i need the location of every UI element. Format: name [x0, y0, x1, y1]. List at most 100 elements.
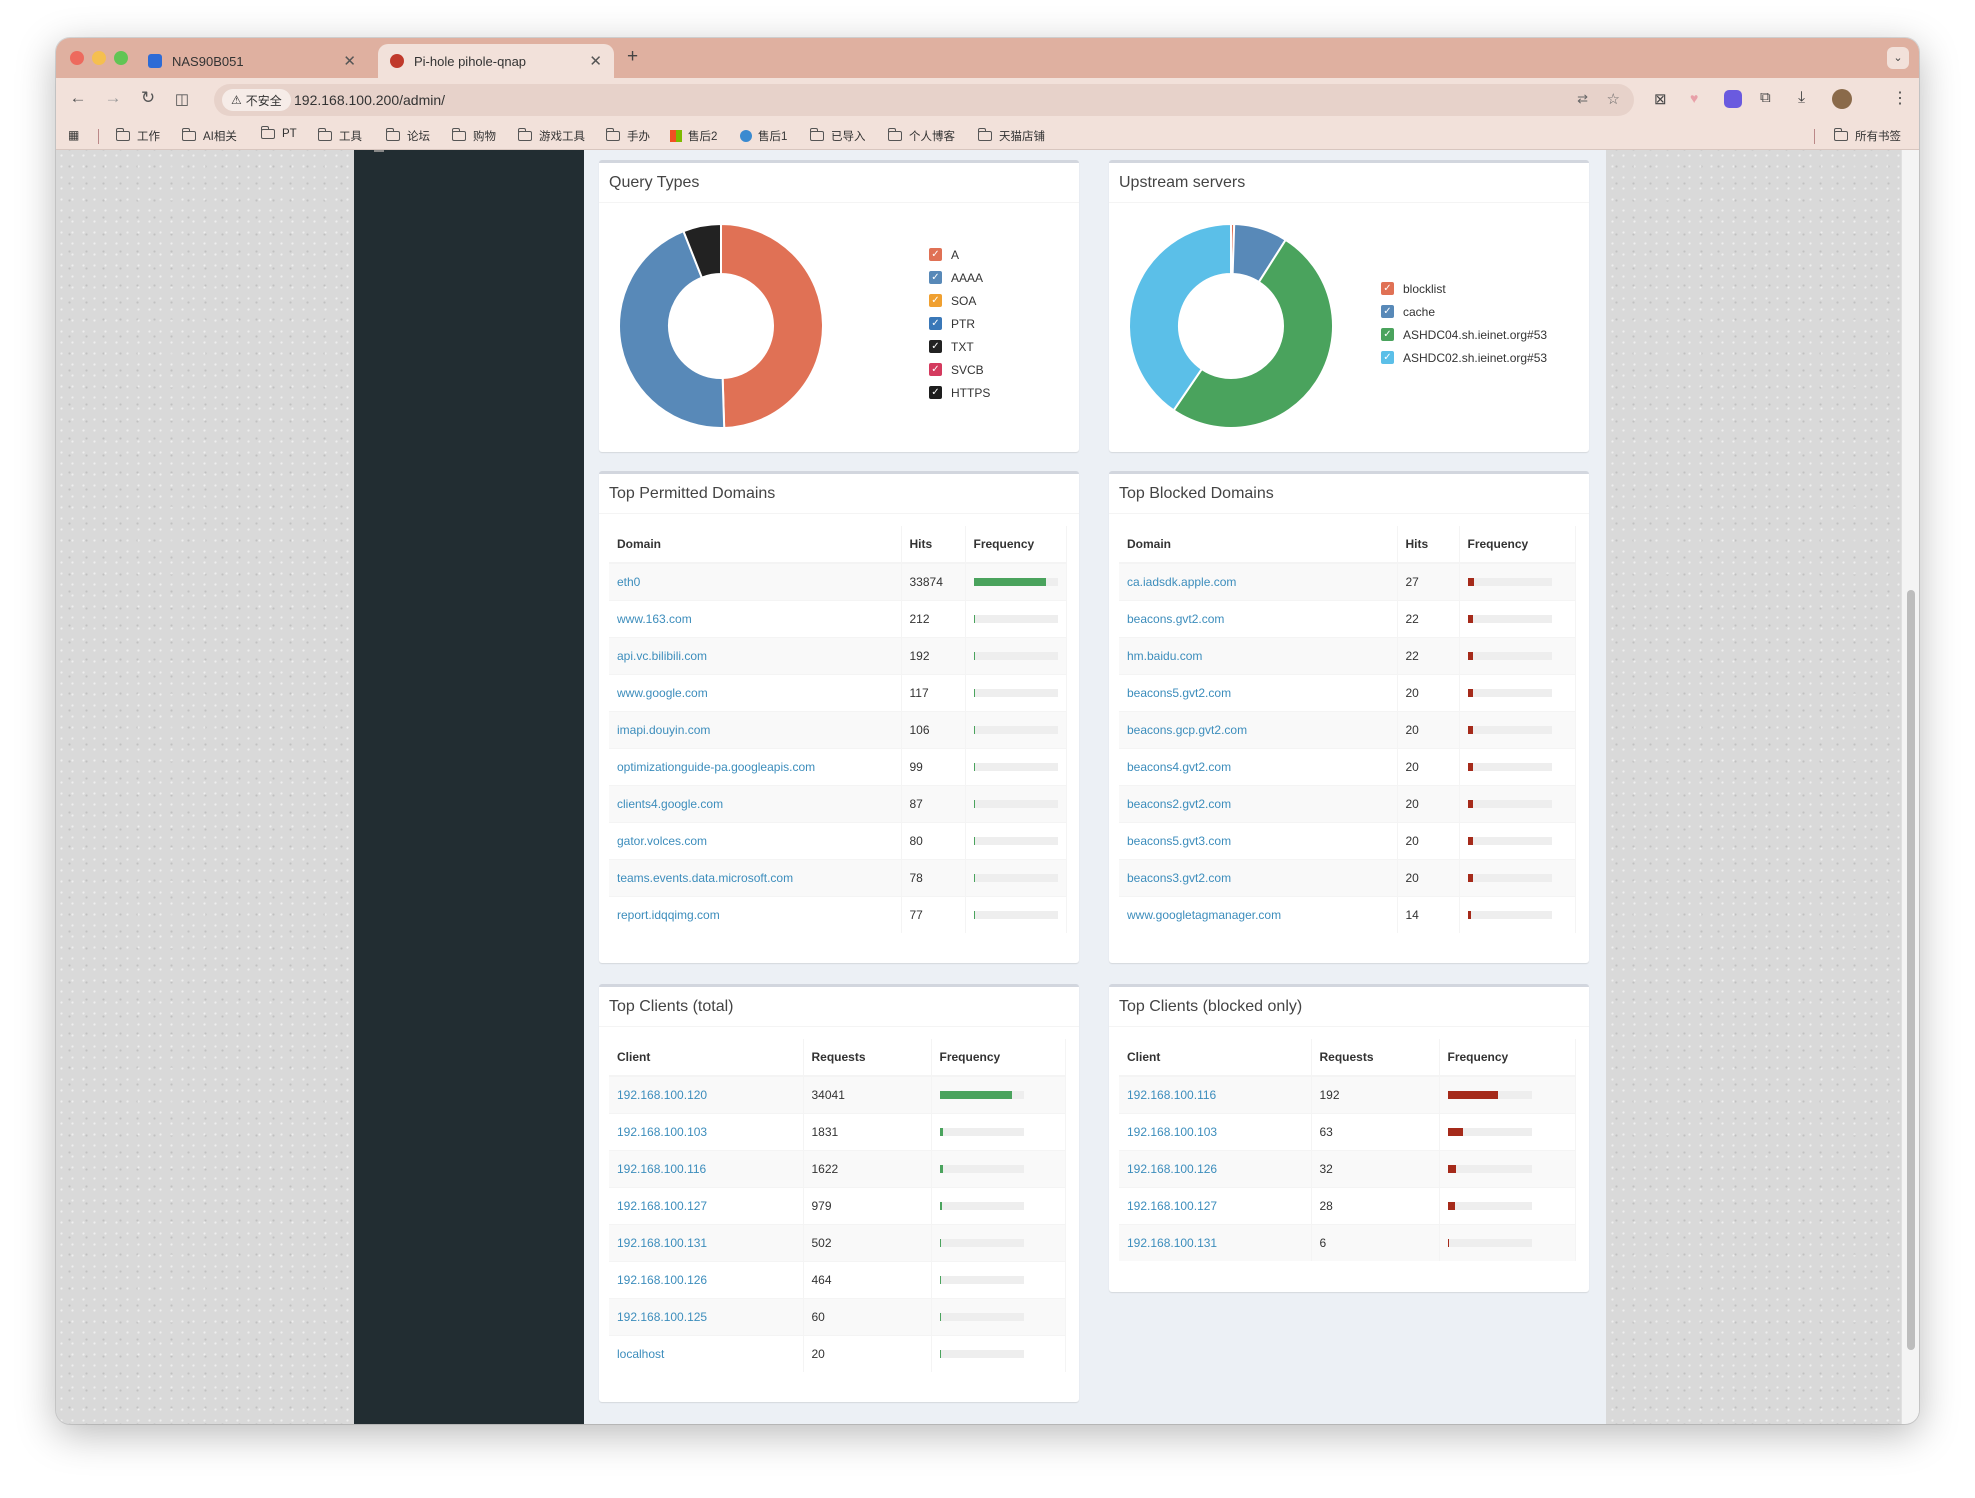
url-text[interactable]: 192.168.100.200/admin/: [294, 92, 446, 108]
checkbox-icon[interactable]: ✓: [1381, 282, 1394, 295]
entry-link[interactable]: www.google.com: [617, 685, 708, 700]
profile-avatar[interactable]: [1832, 89, 1852, 109]
forward-icon[interactable]: →: [104, 88, 122, 107]
entry-link[interactable]: beacons.gvt2.com: [1127, 611, 1225, 626]
entry-link[interactable]: beacons3.gvt2.com: [1127, 870, 1232, 885]
entry-link[interactable]: ca.iadsdk.apple.com: [1127, 574, 1237, 589]
entry-link[interactable]: beacons.gcp.gvt2.com: [1127, 722, 1248, 737]
bookmark-folder[interactable]: 手办: [606, 128, 650, 144]
checkbox-icon[interactable]: ✓: [929, 248, 942, 261]
apps-grid-icon[interactable]: ▦: [68, 128, 80, 142]
extension-icon[interactable]: ♥: [1690, 90, 1699, 106]
bookmark-link[interactable]: 售后2: [670, 128, 717, 144]
checkbox-icon[interactable]: ✓: [929, 386, 942, 399]
entry-link[interactable]: 192.168.100.126: [1127, 1161, 1218, 1176]
donut-slice-a[interactable]: [720, 222, 824, 429]
back-icon[interactable]: ←: [69, 88, 87, 107]
column-header[interactable]: Client: [1119, 1039, 1312, 1077]
column-header[interactable]: Hits: [1397, 526, 1460, 564]
donut-slice-https[interactable]: [682, 222, 722, 279]
close-window-button[interactable]: [70, 51, 84, 65]
entry-link[interactable]: clients4.google.com: [617, 796, 724, 811]
entry-link[interactable]: optimizationguide-pa.googleapis.com: [617, 759, 816, 774]
entry-link[interactable]: 192.168.100.103: [1127, 1124, 1218, 1139]
entry-link[interactable]: report.idqqimg.com: [617, 907, 720, 922]
entry-link[interactable]: www.163.com: [617, 611, 692, 626]
entry-link[interactable]: 192.168.100.127: [617, 1198, 708, 1213]
tab-nas[interactable]: NAS90B051 ✕: [136, 44, 368, 78]
entry-link[interactable]: 192.168.100.116: [1127, 1087, 1217, 1102]
legend-item[interactable]: ✓ A: [929, 243, 990, 266]
column-header[interactable]: Frequency: [965, 526, 1067, 564]
checkbox-icon[interactable]: ✓: [1381, 305, 1394, 318]
donut-slice-ashdc02-sh-ieinet-org-53[interactable]: [1128, 222, 1232, 412]
entry-link[interactable]: eth0: [617, 574, 641, 589]
legend-item[interactable]: ✓ AAAA: [929, 266, 990, 289]
extension-app-icon[interactable]: [1724, 90, 1742, 108]
checkbox-icon[interactable]: ✓: [929, 340, 942, 353]
maximize-window-button[interactable]: [114, 51, 128, 65]
legend-item[interactable]: ✓ ASHDC04.sh.ieinet.org#53: [1381, 323, 1547, 346]
column-header[interactable]: Domain: [609, 526, 902, 564]
legend-item[interactable]: ✓ SVCB: [929, 358, 990, 381]
column-header[interactable]: Frequency: [1439, 1039, 1576, 1077]
entry-link[interactable]: gator.volces.com: [617, 833, 708, 848]
new-tab-button[interactable]: +: [627, 46, 639, 67]
entry-link[interactable]: beacons5.gvt2.com: [1127, 685, 1232, 700]
bookmark-folder[interactable]: 天猫店铺: [978, 128, 1045, 144]
entry-link[interactable]: 192.168.100.116: [617, 1161, 707, 1176]
entry-link[interactable]: api.vc.bilibili.com: [617, 648, 708, 663]
entry-link[interactable]: 192.168.100.131: [617, 1235, 708, 1250]
bookmark-folder[interactable]: PT: [261, 126, 297, 140]
reload-icon[interactable]: ↻: [140, 88, 156, 107]
bookmark-folder[interactable]: 工具: [318, 128, 362, 144]
screenshot-icon[interactable]: ⊠: [1654, 91, 1667, 108]
bookmark-folder[interactable]: 游戏工具: [518, 128, 585, 144]
checkbox-icon[interactable]: ✓: [929, 294, 942, 307]
entry-link[interactable]: 192.168.100.127: [1127, 1198, 1218, 1213]
entry-link[interactable]: 192.168.100.120: [617, 1087, 708, 1102]
legend-item[interactable]: ✓ blocklist: [1381, 277, 1547, 300]
legend-item[interactable]: ✓ ASHDC02.sh.ieinet.org#53: [1381, 346, 1547, 369]
legend-item[interactable]: ✓ SOA: [929, 289, 990, 312]
donut-slice-ashdc04-sh-ieinet-org-53[interactable]: [1172, 238, 1334, 429]
bookmark-star-icon[interactable]: ☆: [1606, 91, 1620, 108]
column-header[interactable]: Hits: [901, 526, 966, 564]
column-header[interactable]: Requests: [1311, 1039, 1440, 1077]
checkbox-icon[interactable]: ✓: [929, 271, 942, 284]
tab-pihole[interactable]: Pi-hole pihole-qnap ✕: [378, 44, 614, 78]
entry-link[interactable]: 192.168.100.103: [617, 1124, 708, 1139]
entry-link[interactable]: imapi.douyin.com: [617, 722, 711, 737]
checkbox-icon[interactable]: ✓: [1381, 351, 1394, 364]
split-view-icon[interactable]: ◫: [174, 91, 190, 108]
extensions-puzzle-icon[interactable]: ⧉: [1760, 89, 1771, 106]
entry-link[interactable]: hm.baidu.com: [1127, 648, 1203, 663]
column-header[interactable]: Domain: [1119, 526, 1398, 564]
legend-item[interactable]: ✓ cache: [1381, 300, 1547, 323]
more-menu-icon[interactable]: ⋮: [1892, 90, 1908, 107]
column-header[interactable]: Client: [609, 1039, 804, 1077]
bookmark-link[interactable]: 售后1: [740, 128, 787, 144]
close-tab-icon[interactable]: ✕: [589, 53, 602, 70]
bookmark-folder[interactable]: 论坛: [386, 128, 430, 144]
all-bookmarks-folder[interactable]: 所有书签: [1834, 128, 1901, 144]
entry-link[interactable]: 192.168.100.126: [617, 1272, 708, 1287]
bookmark-folder[interactable]: AI相关: [182, 128, 237, 144]
translate-icon[interactable]: ⇄: [1577, 91, 1588, 106]
entry-link[interactable]: localhost: [617, 1346, 665, 1361]
entry-link[interactable]: beacons4.gvt2.com: [1127, 759, 1232, 774]
tab-search-icon[interactable]: ⌄: [1887, 47, 1909, 69]
security-chip[interactable]: ⚠ 不安全: [222, 89, 291, 111]
minimize-window-button[interactable]: [92, 51, 106, 65]
column-header[interactable]: Frequency: [1459, 526, 1576, 564]
download-icon[interactable]: ⤓: [1798, 89, 1806, 106]
entry-link[interactable]: www.googletagmanager.com: [1127, 907, 1282, 922]
column-header[interactable]: Requests: [803, 1039, 932, 1077]
close-tab-icon[interactable]: ✕: [343, 53, 356, 70]
entry-link[interactable]: teams.events.data.microsoft.com: [617, 870, 794, 885]
checkbox-icon[interactable]: ✓: [1381, 328, 1394, 341]
legend-item[interactable]: ✓ TXT: [929, 335, 990, 358]
address-bar[interactable]: ⚠ 不安全 192.168.100.200/admin/ ⇄ ☆: [214, 84, 1634, 116]
bookmark-folder[interactable]: 工作: [116, 128, 160, 144]
legend-item[interactable]: ✓ PTR: [929, 312, 990, 335]
